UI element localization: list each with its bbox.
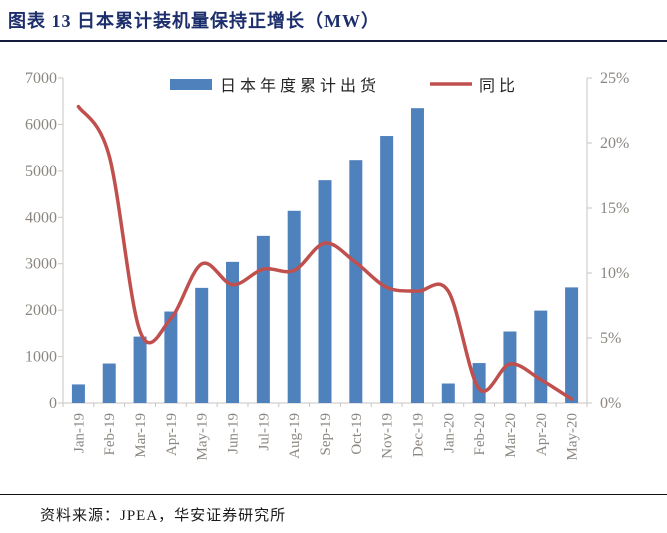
right-axis-tick-label: 15% bbox=[600, 200, 629, 217]
left-axis-tick-label: 7000 bbox=[25, 70, 57, 87]
x-axis-category-label: May-20 bbox=[565, 413, 581, 461]
source-note: 资料来源：JPEA，华安证券研究所 bbox=[40, 508, 287, 524]
left-axis-tick-label: 5000 bbox=[25, 163, 57, 180]
x-axis-category-label: Mar-20 bbox=[503, 413, 519, 458]
x-axis-category-label: Nov-19 bbox=[380, 413, 396, 459]
bar bbox=[349, 160, 363, 403]
figure-title: 图表 13 日本累计装机量保持正增长（MW） bbox=[8, 11, 380, 31]
yoy-line bbox=[76, 104, 574, 401]
x-axis-category-label: Aug-19 bbox=[287, 413, 303, 459]
left-axis-tick-label: 3000 bbox=[25, 256, 57, 273]
title-divider bbox=[0, 40, 667, 42]
legend-bar-swatch bbox=[170, 79, 212, 90]
bar bbox=[441, 383, 455, 403]
bar bbox=[195, 287, 209, 403]
right-axis-tick-label: 10% bbox=[600, 265, 629, 282]
bar bbox=[503, 331, 517, 403]
x-axis-category-label: Feb-19 bbox=[102, 413, 118, 456]
x-axis-category-label: Jul-19 bbox=[256, 413, 272, 451]
bar bbox=[380, 136, 394, 403]
left-axis-tick-label: 4000 bbox=[25, 209, 57, 226]
legend-line-label: 同比 bbox=[479, 77, 519, 95]
bar bbox=[318, 180, 332, 403]
bar bbox=[71, 384, 85, 403]
x-axis-category-label: Feb-20 bbox=[472, 413, 488, 456]
x-axis-category-label: Apr-19 bbox=[164, 413, 180, 456]
bar bbox=[102, 363, 116, 403]
right-axis-tick-label: 0% bbox=[600, 395, 621, 412]
x-axis-category-label: Jan-19 bbox=[71, 413, 87, 453]
x-axis-category-label: Jan-20 bbox=[441, 413, 457, 453]
x-axis-category-label: Dec-19 bbox=[410, 413, 426, 457]
bar bbox=[472, 363, 486, 403]
bar bbox=[133, 336, 147, 403]
bar bbox=[565, 287, 579, 403]
bar bbox=[226, 261, 240, 403]
source-divider bbox=[0, 494, 667, 495]
bar bbox=[256, 235, 270, 403]
chart-canvas: 0 1000 2000 3000 4000 5000 6000 7000 0% 5% 10% 15% 2… bbox=[25, 70, 629, 461]
left-axis-tick-label: 2000 bbox=[25, 302, 57, 319]
bar bbox=[164, 311, 178, 403]
x-axis-category-label: Mar-19 bbox=[133, 413, 149, 458]
bar bbox=[534, 310, 548, 403]
left-axis-tick-label: 0 bbox=[49, 395, 57, 412]
legend-bar-label: 日本年度累计出货 bbox=[220, 77, 380, 95]
bar bbox=[410, 108, 424, 403]
left-axis-tick-label: 1000 bbox=[25, 349, 57, 366]
right-axis-tick-label: 25% bbox=[600, 70, 629, 87]
x-axis-category-label: Jun-19 bbox=[226, 413, 242, 454]
bar bbox=[287, 210, 301, 403]
x-axis-category-label: Sep-19 bbox=[318, 413, 334, 456]
right-axis-tick-label: 5% bbox=[600, 330, 621, 347]
combo-chart: 0 1000 2000 3000 4000 5000 6000 7000 0% 5% 10% 15% 2… bbox=[0, 42, 667, 492]
right-axis-tick-label: 20% bbox=[600, 135, 629, 152]
x-axis-category-label: Oct-19 bbox=[349, 413, 365, 455]
x-axis-category-label: Apr-20 bbox=[534, 413, 550, 456]
left-axis-tick-label: 6000 bbox=[25, 116, 57, 133]
x-axis-category-label: May-19 bbox=[195, 413, 211, 461]
